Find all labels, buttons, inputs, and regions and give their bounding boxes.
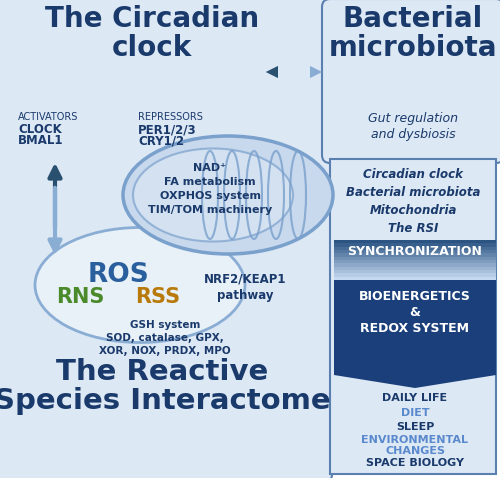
FancyBboxPatch shape — [330, 159, 496, 474]
Bar — [334, 250, 496, 253]
Bar — [334, 260, 496, 263]
Ellipse shape — [123, 136, 333, 254]
Text: Circadian clock: Circadian clock — [363, 168, 463, 181]
Text: SPACE BIOLOGY: SPACE BIOLOGY — [366, 458, 464, 468]
Text: CLOCK: CLOCK — [18, 123, 62, 136]
Text: Mitochondria: Mitochondria — [370, 204, 456, 217]
Ellipse shape — [133, 149, 293, 241]
Text: The Reactive
Species Interactome: The Reactive Species Interactome — [0, 358, 330, 415]
Bar — [334, 239, 496, 243]
Text: NAD⁺
FA metabolism
OXPHOS system
TIM/TOM machinery: NAD⁺ FA metabolism OXPHOS system TIM/TOM… — [148, 163, 272, 215]
Bar — [334, 253, 496, 257]
Text: RNS: RNS — [56, 287, 104, 307]
Text: Bacterial microbiota: Bacterial microbiota — [346, 186, 480, 199]
Ellipse shape — [35, 228, 245, 343]
Text: SLEEP: SLEEP — [396, 422, 434, 432]
Text: SYNCHRONIZATION: SYNCHRONIZATION — [348, 245, 482, 258]
Bar — [334, 270, 496, 273]
Bar — [334, 276, 496, 280]
Text: BMAL1: BMAL1 — [18, 134, 64, 147]
Text: REPRESSORS: REPRESSORS — [138, 112, 203, 122]
Text: The Circadian
clock: The Circadian clock — [45, 5, 259, 62]
FancyArrowPatch shape — [50, 167, 60, 227]
Polygon shape — [334, 360, 496, 388]
FancyArrowPatch shape — [50, 188, 60, 250]
Bar — [334, 273, 496, 277]
Text: NRF2/KEAP1
pathway: NRF2/KEAP1 pathway — [204, 272, 286, 302]
Bar — [334, 256, 496, 260]
Text: Bacterial
microbiota: Bacterial microbiota — [329, 5, 497, 62]
FancyBboxPatch shape — [322, 0, 500, 163]
Bar — [334, 246, 496, 250]
Text: ROS: ROS — [87, 262, 149, 288]
Text: Gut regulation
and dysbiosis: Gut regulation and dysbiosis — [368, 112, 458, 141]
Text: CRY1/2: CRY1/2 — [138, 134, 184, 147]
FancyBboxPatch shape — [0, 0, 332, 478]
Bar — [334, 280, 496, 360]
Text: ENVIRONMENTAL
CHANGES: ENVIRONMENTAL CHANGES — [362, 435, 469, 456]
Text: PER1/2/3: PER1/2/3 — [138, 123, 196, 136]
Text: ACTIVATORS: ACTIVATORS — [18, 112, 78, 122]
Text: The RSI: The RSI — [388, 222, 438, 235]
Text: GSH system
SOD, catalase, GPX,
XOR, NOX, PRDX, MPO: GSH system SOD, catalase, GPX, XOR, NOX,… — [99, 320, 231, 356]
Text: RSS: RSS — [136, 287, 180, 307]
Text: DIET: DIET — [400, 408, 430, 418]
Text: BIOENERGETICS
&
REDOX SYSTEM: BIOENERGETICS & REDOX SYSTEM — [359, 290, 471, 335]
Bar — [334, 263, 496, 267]
Text: DAILY LIFE: DAILY LIFE — [382, 393, 448, 403]
Bar — [334, 266, 496, 270]
Bar — [334, 243, 496, 247]
